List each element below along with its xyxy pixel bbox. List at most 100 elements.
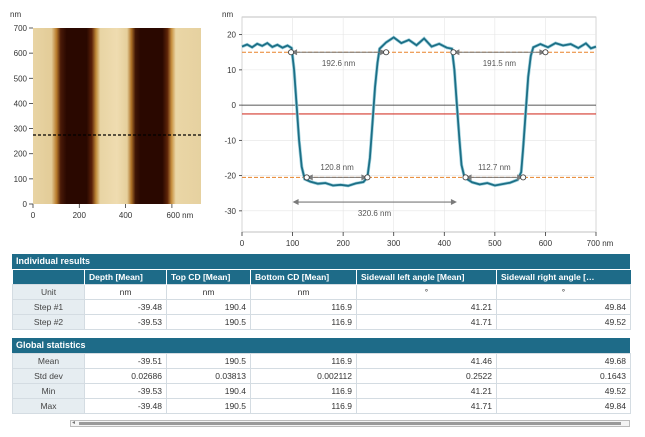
table-cell: 41.71 [356,398,497,414]
afm-y-unit: nm [10,10,21,19]
individual-results-title: Individual results [12,254,630,269]
global-statistics-title: Global statistics [12,338,630,353]
edge-marker[interactable] [288,49,295,56]
table-cell: -39.48 [84,398,167,414]
row-label: Max [12,398,85,414]
column-header-blank [12,269,85,285]
table-cell: 49.84 [496,299,631,315]
profile-x-tick-label: 300 [387,239,401,248]
column-header-sidewall-right[interactable]: Sidewall right angle [… [496,269,631,285]
table-cell: 116.9 [250,353,357,369]
table-row[interactable]: Min -39.53 190.4 116.9 41.21 49.52 [12,383,631,399]
table-cell: 49.84 [496,398,631,414]
unit-cell: nm [166,284,251,300]
profile-y-tick-label: 20 [227,31,236,40]
edge-marker[interactable] [542,49,549,56]
afm-x-tick-label: 200 [73,211,87,220]
row-label: Std dev [12,368,85,384]
afm-y-tick-label: 300 [14,125,28,134]
afm-x-tick-label: 0 [31,211,36,220]
profile-x-tick-label: 100 [286,239,300,248]
table-cell: 116.9 [250,383,357,399]
row-label: Mean [12,353,85,369]
profile-x-tick-label: 200 [336,239,350,248]
afm-y-tick-label: 600 [14,49,28,58]
table-row[interactable]: Step #1 -39.48 190.4 116.9 41.21 49.84 [12,299,631,315]
table-cell: -39.53 [84,314,167,330]
measurement-label: 320.6 nm [358,209,392,218]
table-row[interactable]: Mean -39.51 190.5 116.9 41.46 49.68 [12,353,631,369]
measurement-arrow [291,49,387,56]
global-statistics-table: Mean -39.51 190.5 116.9 41.46 49.68 Std … [12,353,631,414]
individual-results-panel: Individual results Depth [Mean] Top CD [… [12,254,631,330]
table-cell: 0.02686 [84,368,167,384]
table-cell: 190.5 [166,314,251,330]
table-cell: 41.21 [356,299,497,315]
table-cell: 49.52 [496,383,631,399]
table-row[interactable]: Std dev 0.02686 0.03813 0.002112 0.2522 … [12,368,631,384]
table-cell: 116.9 [250,299,357,315]
table-cell: 0.002112 [250,368,357,384]
edge-marker[interactable] [303,174,310,181]
afm-height-map: nm 700 600 500 400 300 200 100 0 0 200 400 600 nm [10,10,201,220]
table-cell: 0.03813 [166,368,251,384]
table-row[interactable]: Max -39.48 190.5 116.9 41.71 49.84 [12,398,631,414]
table-cell: -39.48 [84,299,167,315]
table-cell: 41.71 [356,314,497,330]
afm-y-tick-label: 500 [14,74,28,83]
table-cell: 190.4 [166,299,251,315]
unit-cell: nm [250,284,357,300]
individual-header-row: Depth [Mean] Top CD [Mean] Bottom CD [Me… [12,269,631,285]
profile-halo [241,35,597,188]
unit-row-label: Unit [12,284,85,300]
afm-y-tick-label: 700 [14,24,28,33]
profile-x-tick-label: 500 [488,239,502,248]
table-cell: 41.46 [356,353,497,369]
profile-x-tick-label: 0 [240,239,245,248]
column-header-sidewall-left[interactable]: Sidewall left angle [Mean] [356,269,497,285]
edge-marker[interactable] [462,174,469,181]
table-cell: 190.5 [166,398,251,414]
column-header-bottom-cd[interactable]: Bottom CD [Mean] [250,269,357,285]
row-label: Step #2 [12,314,85,330]
profile-y-tick-label: 10 [227,66,236,75]
edge-marker[interactable] [383,49,390,56]
measurement-label: 112.7 nm [478,163,511,172]
table-cell: 49.52 [496,314,631,330]
measurement-arrow [292,199,457,206]
scrollbar-thumb[interactable] [79,422,621,425]
edge-marker[interactable] [450,49,457,56]
table-cell: -39.53 [84,383,167,399]
individual-results-table: Depth [Mean] Top CD [Mean] Bottom CD [Me… [12,269,631,330]
table-row[interactable]: Step #2 -39.53 190.5 116.9 41.71 49.52 [12,314,631,330]
table-cell: 0.1643 [496,368,631,384]
measurement-label: 192.6 nm [322,59,356,68]
table-cell: 190.5 [166,353,251,369]
unit-cell: ° [356,284,497,300]
horizontal-scrollbar[interactable]: ◂ [70,420,630,427]
column-header-top-cd[interactable]: Top CD [Mean] [166,269,251,285]
unit-row: Unit nm nm nm ° ° [12,284,631,300]
measurement-label: 191.5 nm [483,59,517,68]
scroll-left-arrow-icon[interactable]: ◂ [72,420,76,426]
afm-image-area [33,28,201,204]
afm-x-tick-label: 400 [119,211,133,220]
profile-line [241,36,597,187]
column-header-depth[interactable]: Depth [Mean] [84,269,167,285]
afm-y-tick-label: 0 [23,200,28,209]
table-cell: 190.4 [166,383,251,399]
edge-marker[interactable] [520,174,527,181]
afm-x-tick-label: 600 nm [167,211,194,220]
profile-y-tick-label: 0 [232,101,237,110]
profile-x-tick-label: 600 [539,239,553,248]
profile-y-tick-label: -10 [224,136,236,145]
table-cell: 116.9 [250,314,357,330]
profile-y-unit: nm [222,10,233,19]
afm-y-tick-label: 200 [14,150,28,159]
row-label: Step #1 [12,299,85,315]
edge-marker[interactable] [364,174,371,181]
afm-y-tick-label: 100 [14,175,28,184]
plot-frame [241,16,597,233]
table-cell: 116.9 [250,398,357,414]
